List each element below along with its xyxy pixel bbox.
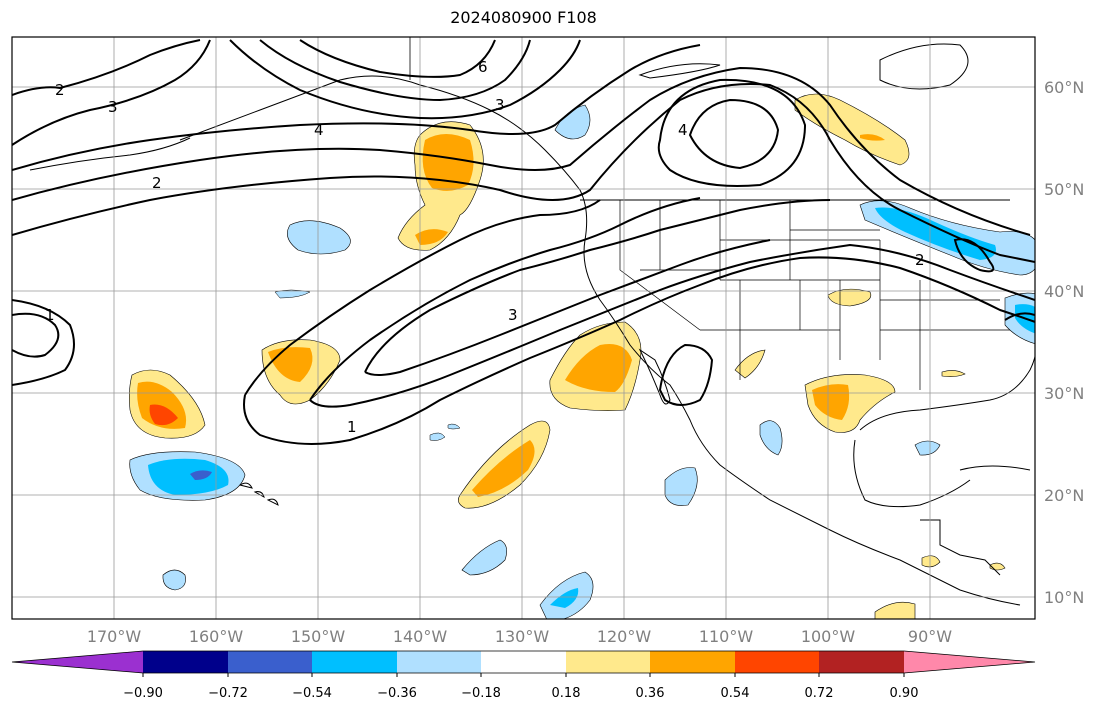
colorbar-extend-high [904, 651, 1035, 673]
colorbar [11, 650, 1036, 677]
lon-tick-label: 160°W [189, 627, 244, 646]
colorbar-label: −0.54 [292, 686, 332, 701]
colorbar-label: −0.36 [377, 686, 417, 701]
coastlines [29, 37, 1035, 606]
lon-tick-label: 120°W [597, 627, 652, 646]
contour-label: 6 [478, 58, 488, 76]
contour-label: 1 [347, 418, 357, 436]
lon-tick-label: 100°W [801, 627, 856, 646]
contour-label: 4 [314, 121, 324, 139]
height-contours [12, 39, 1035, 445]
longitude-labels: 170°W 160°W 150°W 140°W 130°W 120°W 110°… [87, 627, 952, 646]
colorbar-segment [819, 651, 904, 673]
lat-tick-label: 60°N [1044, 78, 1084, 97]
lon-tick-label: 170°W [87, 627, 142, 646]
contour-label: 4 [678, 121, 688, 139]
colorbar-segment [481, 651, 566, 673]
lon-tick-label: 150°W [291, 627, 346, 646]
lat-tick-label: 50°N [1044, 180, 1084, 199]
lat-tick-label: 10°N [1044, 588, 1084, 607]
colorbar-label: 0.90 [890, 686, 919, 701]
colorbar-label: 0.18 [552, 686, 581, 701]
contour-labels: 2 3 2 4 6 3 4 1 3 1 2 [45, 58, 925, 436]
lon-tick-label: 110°W [699, 627, 754, 646]
contour-label: 2 [55, 81, 65, 99]
lon-tick-label: 140°W [393, 627, 448, 646]
contour-label: 2 [915, 251, 925, 269]
colorbar-label: −0.72 [208, 686, 248, 701]
gridlines [12, 37, 1035, 619]
map-frame [11, 36, 1036, 620]
lat-tick-label: 20°N [1044, 486, 1084, 505]
lat-tick-label: 30°N [1044, 384, 1084, 403]
colorbar-label: −0.18 [461, 686, 501, 701]
colorbar-segment [143, 651, 228, 673]
contour-label: 3 [495, 96, 505, 114]
contour-label: 3 [508, 306, 518, 324]
colorbar-label: −0.90 [123, 686, 163, 701]
colorbar-label: 0.54 [721, 686, 750, 701]
contour-label: 2 [152, 174, 162, 192]
colorbar-labels: −0.90 −0.72 −0.54 −0.36 −0.18 0.18 0.36 … [123, 686, 918, 701]
colorbar-segment [312, 651, 397, 673]
colorbar-segment [228, 651, 312, 673]
lon-tick-label: 130°W [495, 627, 550, 646]
colorbar-label: 0.36 [636, 686, 665, 701]
lon-tick-label: 90°W [908, 627, 952, 646]
contour-label: 3 [108, 98, 118, 116]
colorbar-segment [650, 651, 735, 673]
colorbar-segment [397, 651, 481, 673]
latitude-labels: 60°N 50°N 40°N 30°N 20°N 10°N [1044, 78, 1084, 607]
contour-label: 1 [45, 306, 55, 324]
colorbar-label: 0.72 [805, 686, 834, 701]
colorbar-segment [735, 651, 819, 673]
map-title: 2024080900 F108 [450, 8, 597, 27]
colorbar-segment [566, 651, 650, 673]
colorbar-extend-low [12, 651, 143, 673]
lat-tick-label: 40°N [1044, 282, 1084, 301]
